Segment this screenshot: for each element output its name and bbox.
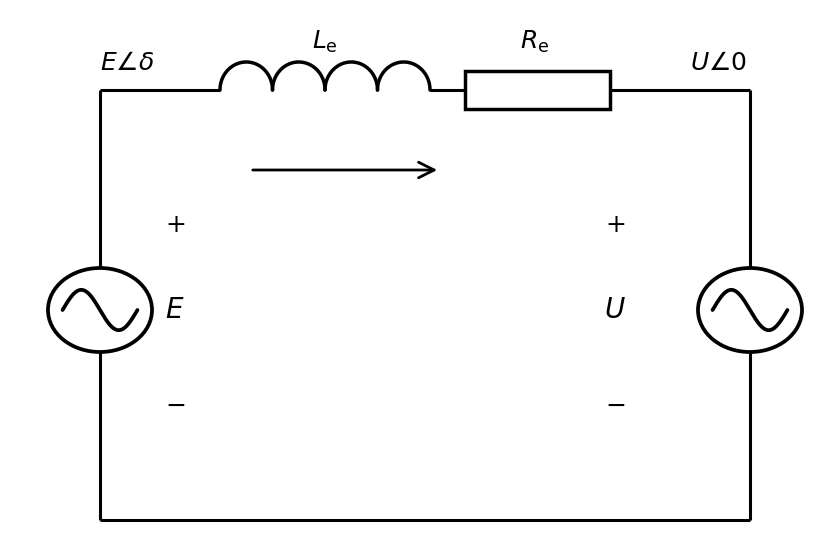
Text: $+$: $+$ xyxy=(605,213,625,236)
Text: $L_{\mathrm{e}}$: $L_{\mathrm{e}}$ xyxy=(312,29,338,55)
Text: $-$: $-$ xyxy=(605,394,625,417)
Text: $U\angle 0$: $U\angle 0$ xyxy=(690,52,747,75)
Bar xyxy=(465,71,610,109)
Text: $+$: $+$ xyxy=(165,213,185,236)
Text: $-$: $-$ xyxy=(165,394,185,417)
Text: $E\angle\delta$: $E\angle\delta$ xyxy=(100,52,154,75)
Text: $U$: $U$ xyxy=(604,296,626,324)
Text: $E$: $E$ xyxy=(165,296,185,324)
Text: $R_{\mathrm{e}}$: $R_{\mathrm{e}}$ xyxy=(520,29,550,55)
